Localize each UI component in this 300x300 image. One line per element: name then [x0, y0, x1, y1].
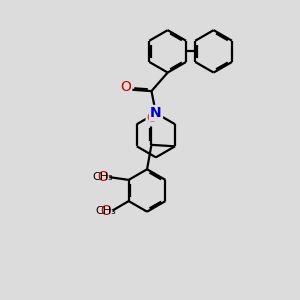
- Text: CH₃: CH₃: [96, 206, 116, 216]
- Text: CH₃: CH₃: [92, 172, 112, 182]
- Text: O: O: [120, 80, 131, 94]
- Text: N: N: [150, 106, 162, 120]
- Text: O: O: [97, 170, 108, 184]
- Text: O: O: [100, 204, 111, 218]
- Text: O: O: [147, 111, 158, 125]
